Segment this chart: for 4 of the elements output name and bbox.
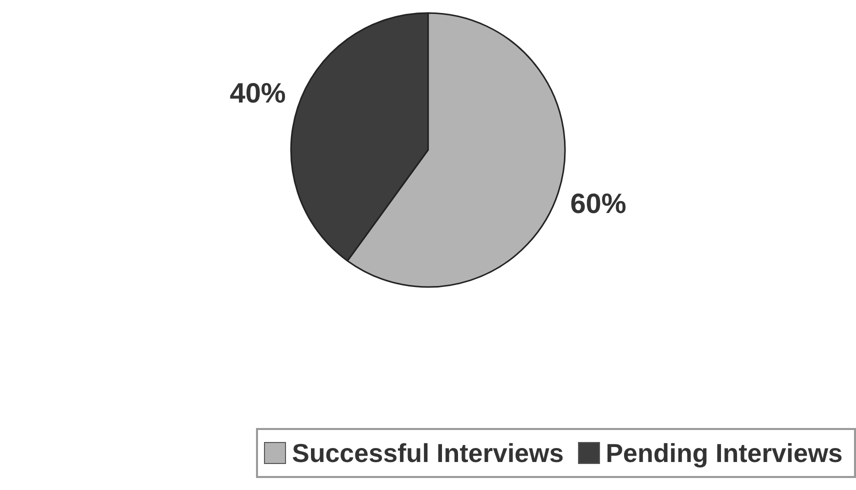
data-label: 60% <box>570 188 626 220</box>
data-label: 40% <box>230 77 286 108</box>
legend-label: Pending Interviews <box>606 438 843 468</box>
legend-label: Successful Interviews <box>292 438 564 468</box>
